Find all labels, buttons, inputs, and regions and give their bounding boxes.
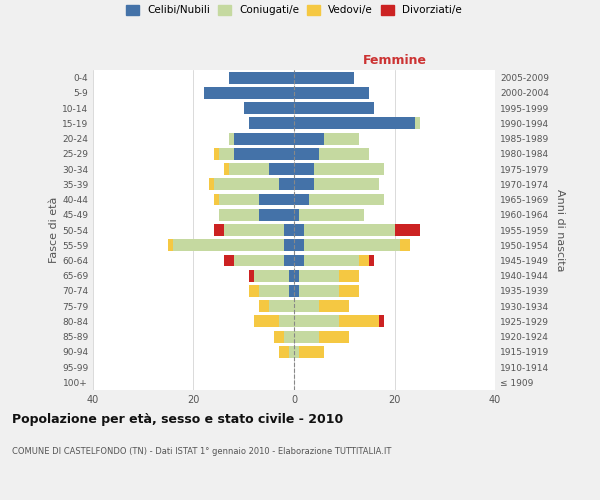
Text: Popolazione per età, sesso e stato civile - 2010: Popolazione per età, sesso e stato civil… — [12, 412, 343, 426]
Bar — [229, 132, 234, 144]
Bar — [259, 209, 294, 220]
Bar — [379, 316, 385, 328]
Bar — [294, 330, 319, 342]
Bar — [249, 118, 294, 130]
Bar — [294, 300, 319, 312]
Bar — [269, 300, 294, 312]
Bar — [294, 224, 304, 236]
Bar — [370, 254, 374, 266]
Bar — [218, 148, 234, 160]
Bar — [314, 178, 379, 190]
Bar — [259, 285, 289, 297]
Y-axis label: Anni di nascita: Anni di nascita — [554, 188, 565, 271]
Bar — [359, 254, 370, 266]
Bar — [249, 270, 254, 281]
Bar — [279, 178, 294, 190]
Bar — [299, 209, 364, 220]
Bar — [319, 148, 370, 160]
Bar — [339, 285, 359, 297]
Bar — [173, 240, 284, 251]
Bar — [279, 316, 294, 328]
Bar — [214, 194, 218, 205]
Bar — [294, 148, 319, 160]
Bar — [234, 254, 284, 266]
Bar — [284, 240, 294, 251]
Bar — [294, 118, 415, 130]
Bar — [279, 346, 289, 358]
Text: Femmine: Femmine — [362, 54, 427, 67]
Bar — [229, 72, 294, 84]
Bar — [214, 178, 279, 190]
Bar — [218, 194, 259, 205]
Bar — [234, 148, 294, 160]
Bar — [224, 224, 284, 236]
Bar — [304, 224, 395, 236]
Bar — [299, 346, 324, 358]
Bar — [259, 194, 294, 205]
Bar — [294, 72, 355, 84]
Bar — [319, 330, 349, 342]
Bar — [169, 240, 173, 251]
Bar — [294, 285, 299, 297]
Bar — [218, 209, 259, 220]
Bar — [400, 240, 410, 251]
Bar — [254, 316, 279, 328]
Bar — [224, 163, 229, 175]
Y-axis label: Fasce di età: Fasce di età — [49, 197, 59, 263]
Bar — [229, 163, 269, 175]
Bar — [269, 163, 294, 175]
Bar — [214, 148, 218, 160]
Bar — [299, 270, 339, 281]
Bar — [284, 224, 294, 236]
Bar — [294, 102, 374, 114]
Bar — [314, 163, 385, 175]
Bar — [254, 270, 289, 281]
Bar — [209, 178, 214, 190]
Bar — [415, 118, 419, 130]
Bar — [294, 209, 299, 220]
Bar — [339, 270, 359, 281]
Bar — [249, 285, 259, 297]
Bar — [294, 87, 370, 99]
Bar — [234, 132, 294, 144]
Bar — [289, 285, 294, 297]
Bar — [274, 330, 284, 342]
Bar — [304, 254, 359, 266]
Bar — [294, 270, 299, 281]
Bar — [324, 132, 359, 144]
Bar — [214, 224, 224, 236]
Bar — [289, 346, 294, 358]
Bar — [244, 102, 294, 114]
Bar — [309, 194, 385, 205]
Bar — [299, 285, 339, 297]
Bar — [294, 240, 304, 251]
Bar — [224, 254, 234, 266]
Bar — [294, 132, 324, 144]
Bar — [339, 316, 379, 328]
Bar — [304, 240, 400, 251]
Bar — [203, 87, 294, 99]
Bar — [395, 224, 419, 236]
Legend: Celibi/Nubili, Coniugati/e, Vedovi/e, Divorziati/e: Celibi/Nubili, Coniugati/e, Vedovi/e, Di… — [126, 5, 462, 15]
Bar — [294, 178, 314, 190]
Bar — [294, 316, 339, 328]
Bar — [259, 300, 269, 312]
Bar — [284, 330, 294, 342]
Bar — [319, 300, 349, 312]
Bar — [294, 254, 304, 266]
Bar — [284, 254, 294, 266]
Text: COMUNE DI CASTELFONDO (TN) - Dati ISTAT 1° gennaio 2010 - Elaborazione TUTTITALI: COMUNE DI CASTELFONDO (TN) - Dati ISTAT … — [12, 448, 391, 456]
Bar — [289, 270, 294, 281]
Bar — [294, 163, 314, 175]
Bar — [294, 194, 309, 205]
Bar — [294, 346, 299, 358]
